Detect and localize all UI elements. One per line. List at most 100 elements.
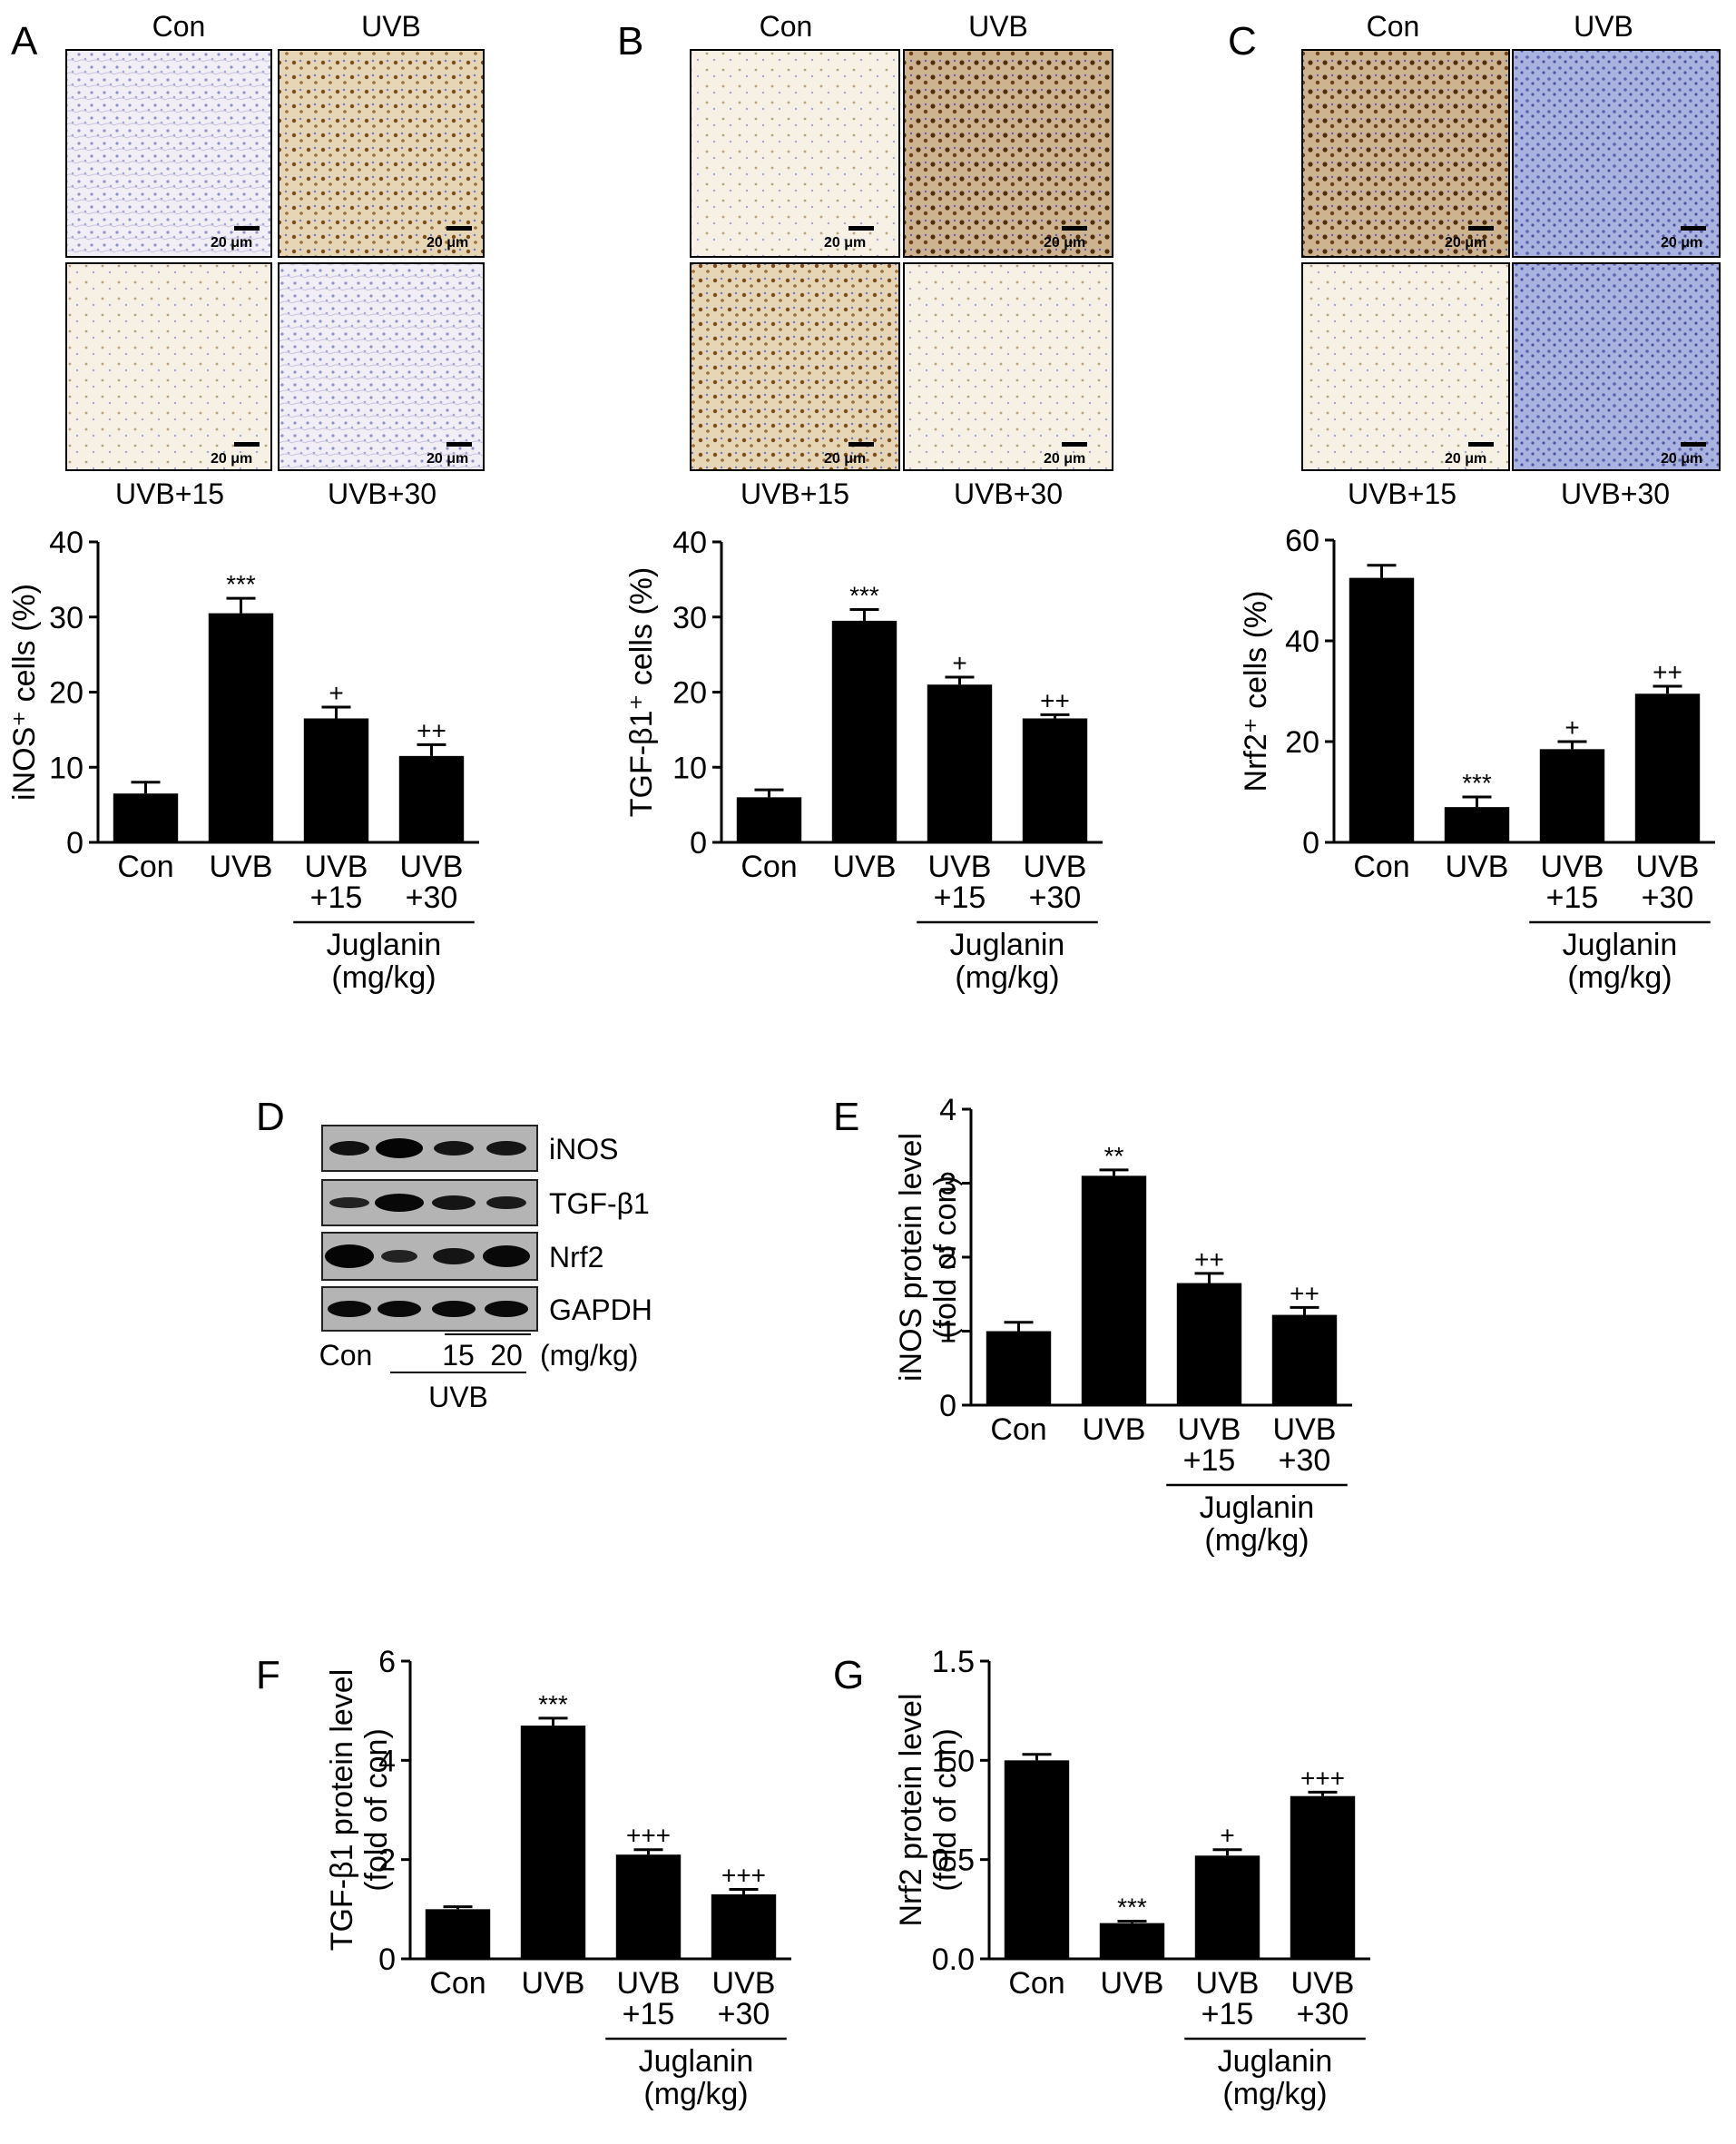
bar <box>1099 1923 1165 1959</box>
category-label: UVB <box>1291 1966 1355 2001</box>
y-axis-title: Nrf2⁺ cells (%) <box>1239 591 1273 792</box>
micrograph-c-uvb30 <box>1512 262 1721 471</box>
y-tick-label: 3 <box>939 1167 956 1202</box>
significance-marker: +++ <box>626 1822 671 1850</box>
bar <box>113 793 179 842</box>
category-label: UVB <box>1024 850 1087 884</box>
y-tick-label: 40 <box>672 526 707 560</box>
category-label: +30 <box>1297 1997 1349 2031</box>
micrograph-a-con <box>65 49 272 258</box>
mic-label-uvb30: UVB+30 <box>328 477 436 510</box>
blot-label-inos: iNOS <box>549 1133 618 1165</box>
category-label: UVB <box>833 850 897 884</box>
western-blot: iNOS TGF-β1 Nrf2 GAPDH Con 15 20 (mg/kg)… <box>319 1125 652 1413</box>
y-tick-label: 2 <box>378 1844 396 1878</box>
category-label: UVB <box>305 850 368 884</box>
panel-letter-d: D <box>256 1095 285 1139</box>
significance-marker: *** <box>1462 769 1492 797</box>
svg-text:20 μm: 20 μm <box>1661 451 1702 467</box>
category-label: UVB <box>1196 1966 1260 2001</box>
significance-marker: *** <box>849 581 879 609</box>
bar <box>303 718 369 842</box>
panel-letter-f: F <box>256 1653 280 1697</box>
category-label: +30 <box>1279 1443 1331 1478</box>
bar <box>1004 1760 1070 1959</box>
group-label: Juglanin <box>327 928 442 962</box>
svg-text:20 μm: 20 μm <box>427 235 468 251</box>
y-tick-label: 30 <box>49 601 83 635</box>
y-tick-label: 4 <box>378 1744 396 1778</box>
group-label: Juglanin <box>1563 928 1678 962</box>
svg-text:20 μm: 20 μm <box>1445 235 1486 251</box>
significance-marker: *** <box>1117 1893 1147 1921</box>
significance-marker: + <box>1220 1822 1234 1850</box>
category-label: +30 <box>718 1997 770 2031</box>
y-tick-label: 0 <box>690 826 707 861</box>
y-tick-label: 60 <box>1285 524 1319 558</box>
y-axis-title: (fold of con) <box>359 1728 394 1892</box>
category-label: Con <box>1008 1966 1064 2001</box>
scale-bars-c: 20 μm 20 μm 20 μm 20 μm <box>1445 226 1706 467</box>
y-tick-label: 0 <box>66 826 83 861</box>
significance-marker: ++ <box>1194 1245 1224 1274</box>
y-tick-label: 0 <box>939 1389 956 1423</box>
blot-strips <box>321 1125 538 1332</box>
panel-letter-c: C <box>1228 19 1257 64</box>
category-label: UVB <box>1541 850 1604 884</box>
panel-letter-g: G <box>833 1653 864 1697</box>
significance-marker: *** <box>226 570 256 598</box>
micrograph-b-con <box>690 49 900 258</box>
bar <box>831 620 897 842</box>
y-tick-label: 30 <box>672 601 707 635</box>
chart-f-tgfb1-protein: 0 2 4 6 TGF-β1 protein level (fold of con) Con… <box>325 1645 791 2111</box>
blot-label-tgfb1: TGF-β1 <box>549 1187 650 1220</box>
svg-text:20 μm: 20 μm <box>1044 451 1085 467</box>
mic-label-con: Con <box>760 10 813 43</box>
y-tick-label: 20 <box>672 676 707 711</box>
y-tick-label: 1.0 <box>932 1744 975 1778</box>
y-tick-label: 0 <box>1302 826 1319 861</box>
y-tick-label: 4 <box>939 1093 956 1127</box>
mic-label-uvb: UVB <box>1574 10 1633 43</box>
category-label: Con <box>1353 850 1409 884</box>
y-tick-label: 40 <box>49 526 83 560</box>
mic-label-uvb: UVB <box>968 10 1028 43</box>
group-units: (mg/kg) <box>331 960 436 995</box>
group-units: (mg/kg) <box>643 2077 748 2111</box>
significance-marker: ** <box>1104 1142 1124 1170</box>
category-label: UVB <box>928 850 992 884</box>
category-label: UVB <box>1273 1412 1337 1447</box>
bar <box>208 613 274 842</box>
category-label: UVB <box>400 850 464 884</box>
bar <box>615 1854 682 1959</box>
significance-marker: ++ <box>1040 686 1070 714</box>
mic-label-uvb30: UVB+30 <box>1561 477 1670 510</box>
scale-bars-a: 20 μm 20 μm 20 μm 20 μm <box>211 226 472 467</box>
y-tick-label: 10 <box>49 751 83 785</box>
scale-bars-b: 20 μm 20 μm 20 μm 20 μm <box>824 226 1087 467</box>
bar <box>1081 1175 1147 1405</box>
category-label: +30 <box>406 880 458 915</box>
y-tick-label: 1.5 <box>932 1645 975 1679</box>
blot-label-gapdh: GAPDH <box>549 1293 652 1326</box>
category-label: UVB <box>210 850 273 884</box>
category-label: UVB <box>1636 850 1700 884</box>
y-axis-title: TGF-β1⁺ cells (%) <box>624 567 659 818</box>
y-axis-title: (fold of con) <box>928 1728 963 1892</box>
svg-text:20 μm: 20 μm <box>1044 235 1085 251</box>
y-axis-title: (fold of con) <box>928 1175 963 1339</box>
chart-e-inos-protein: 0 1 2 3 4 iNOS protein level (fold of con) Con *… <box>894 1093 1352 1558</box>
bar <box>986 1331 1052 1405</box>
significance-marker: ++ <box>417 716 446 744</box>
y-tick-label: 20 <box>49 676 83 711</box>
bar <box>1271 1314 1338 1405</box>
group-units: (mg/kg) <box>955 960 1059 995</box>
group-units: (mg/kg) <box>1222 2077 1327 2111</box>
bar <box>1290 1795 1356 1959</box>
svg-text:20 μm: 20 μm <box>211 451 252 467</box>
bar <box>398 755 465 842</box>
blot-group-uvb: UVB <box>428 1381 488 1413</box>
